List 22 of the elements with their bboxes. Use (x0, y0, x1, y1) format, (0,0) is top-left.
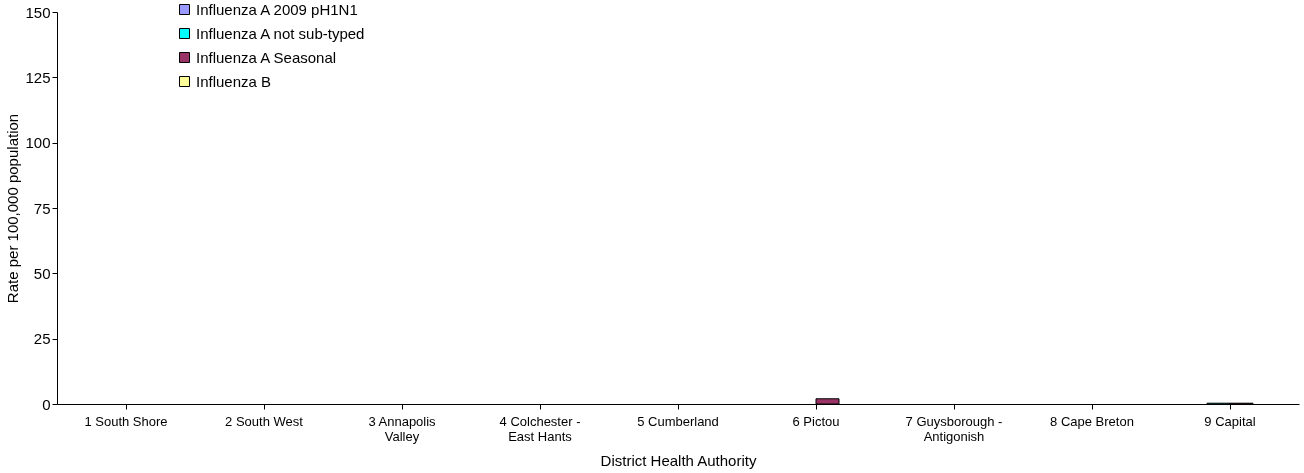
x-tick-label: 1 South Shore (84, 413, 168, 429)
y-tick-label: 25 (33, 330, 51, 348)
x-tick-label: 6 Pictou (792, 413, 840, 429)
legend-label: Influenza A not sub-typed (196, 24, 365, 42)
x-tick-label: 9 Capital (1204, 413, 1256, 429)
y-tick-label: 150 (25, 3, 51, 21)
x-axis-title: District Health Authority (600, 451, 757, 469)
y-axis-title: Rate per 100,000 population (4, 113, 22, 304)
y-tick-label: 0 (42, 395, 51, 413)
x-tick-label: 3 Annapolis Valley (368, 413, 437, 444)
y-tick-label: 100 (25, 134, 51, 152)
legend-label: Influenza A 2009 pH1N1 (196, 0, 358, 18)
y-tick-label: 75 (33, 199, 51, 217)
x-tick-label: 2 South West (225, 413, 304, 429)
legend-label: Influenza B (196, 72, 272, 90)
x-tick-label: 7 Guysborough - Antigonish (905, 413, 1003, 444)
y-tick-label: 125 (25, 68, 51, 86)
y-tick-label: 50 (33, 264, 51, 282)
legend-label: Influenza A Seasonal (196, 48, 337, 66)
x-tick-label: 4 Colchester - East Hants (499, 413, 581, 444)
x-tick-label: 5 Cumberland (637, 413, 719, 429)
x-tick-label: 8 Cape Breton (1050, 413, 1134, 429)
